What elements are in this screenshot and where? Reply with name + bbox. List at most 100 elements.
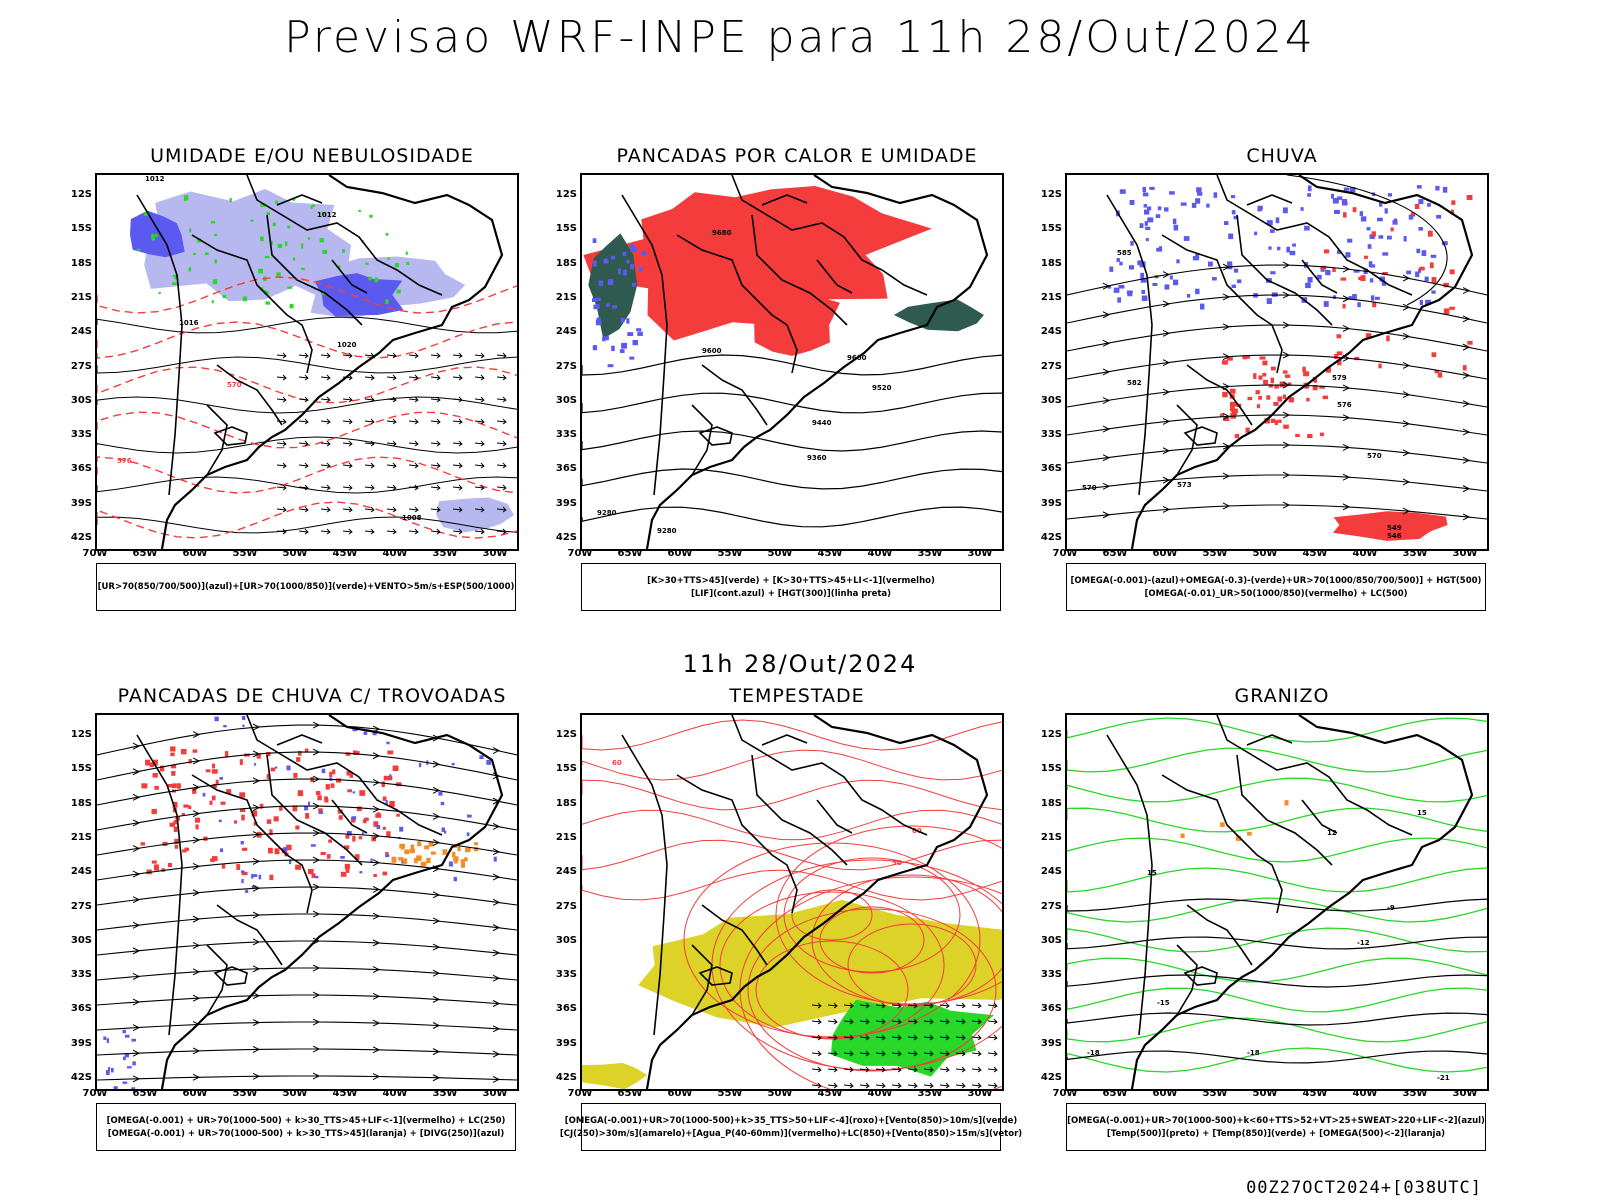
latitude-label: 27S [555, 360, 577, 372]
contour-label: 9360 [807, 454, 827, 462]
country-border [246, 715, 443, 836]
country-border [191, 234, 313, 374]
streamline-arrow [432, 995, 441, 1003]
wind-vector [843, 1066, 854, 1073]
divergence-speckle [451, 762, 455, 766]
wind-vector [474, 506, 485, 513]
thunder-area-red [269, 874, 274, 881]
streamline-arrow [1462, 371, 1471, 379]
longitude-label: 40W [382, 548, 408, 559]
geopotential-line [1067, 354, 1487, 380]
wind-vector [907, 1034, 918, 1041]
wind-vector [827, 1082, 838, 1089]
divergence-speckle [124, 1053, 130, 1058]
lifted-index-speckle [629, 356, 635, 360]
wind-vector [875, 1002, 886, 1009]
contour-label: 9440 [812, 419, 832, 427]
thunder-area-red [395, 782, 402, 787]
streamline-arrow [1282, 261, 1291, 269]
rain-area-red [1319, 385, 1326, 389]
longitude-label: 55W [1202, 1088, 1228, 1099]
country-border [1246, 734, 1293, 746]
wind-vector [827, 1018, 838, 1025]
low-humidity-speckle [260, 236, 264, 242]
lifted-index-speckle [618, 268, 622, 275]
lifted-index-speckle [629, 244, 635, 249]
rain-area-red [1325, 367, 1331, 373]
water-vapor-contour [719, 891, 945, 1039]
longitude-label: 60W [1152, 1088, 1178, 1099]
divergence-speckle [352, 728, 358, 732]
lifted-index-speckle [592, 298, 598, 303]
low-humidity-speckle [205, 252, 209, 256]
streamline-arrow [1342, 473, 1351, 481]
thunder-area-red [167, 784, 173, 788]
longitude-label: 65W [132, 548, 158, 559]
longitude-label: 55W [232, 548, 258, 559]
latitude-label: 15S [70, 763, 92, 775]
rain-area-blue [1425, 299, 1432, 306]
rain-area-red [1414, 204, 1420, 210]
thunder-area-orange [457, 846, 461, 852]
rain-area-red [1282, 394, 1287, 399]
rain-area-blue [1152, 283, 1158, 287]
low-humidity-speckle [174, 274, 179, 280]
divergence-speckle [113, 1086, 118, 1089]
divergence-speckle [467, 814, 472, 818]
divergence-speckle [493, 856, 497, 862]
pressure-dashed-line [97, 276, 517, 314]
rain-area-red [1364, 255, 1368, 259]
streamline [97, 751, 517, 781]
jet-area [582, 1062, 647, 1089]
wind-vector [364, 418, 375, 425]
streamline-arrow [132, 921, 141, 929]
thunder-area-red [315, 791, 321, 796]
low-humidity-speckle [214, 233, 218, 237]
streamline-arrow [312, 802, 321, 810]
divergence-speckle [283, 847, 288, 852]
rain-area-red [1312, 384, 1318, 391]
rain-area-blue [1141, 289, 1146, 294]
streamline-arrow [492, 1000, 501, 1007]
latitude-label: 42S [555, 1072, 577, 1083]
low-humidity-speckle [263, 290, 267, 293]
latitude-label: 27S [1040, 360, 1062, 372]
thunder-area-red [362, 819, 367, 824]
country-border [331, 259, 368, 294]
rain-area-blue [1292, 243, 1296, 247]
thunder-area-red [340, 871, 347, 877]
geopotential-line [1067, 324, 1487, 352]
streamline-arrow [432, 760, 441, 768]
map-panel: PANCADAS DE CHUVA C/ TROVOADAS 12S 15S 18S 2… [62, 685, 562, 1165]
longitude-label: 65W [617, 548, 643, 559]
rain-area-red [1229, 401, 1236, 407]
contour-label: 570 [1082, 484, 1097, 492]
rain-area-red [1273, 402, 1279, 406]
contour-label: 15 [1417, 809, 1427, 817]
rain-area-blue [1169, 275, 1173, 280]
map-frame [95, 713, 519, 1091]
divergence-speckle [106, 1038, 109, 1043]
geopotential-line [1067, 444, 1487, 464]
thunder-area-orange [417, 841, 422, 847]
low-humidity-speckle [264, 291, 269, 295]
streamline [97, 940, 517, 956]
divergence-speckle [346, 831, 352, 836]
wind-vector [408, 484, 419, 491]
contour-label: 585 [1117, 249, 1132, 257]
low-humidity-speckle [387, 257, 390, 260]
wind-vector [342, 440, 353, 447]
streamline-arrow [372, 832, 381, 840]
omega-speckle [1247, 831, 1252, 836]
low-humidity-speckle [311, 204, 315, 207]
lifted-index-speckle [598, 280, 604, 286]
wind-vector [496, 418, 507, 425]
divergence-speckle [441, 827, 445, 833]
streamline [97, 967, 517, 981]
thunder-area-orange [426, 857, 431, 864]
wind-vector [891, 1034, 902, 1041]
thunder-area-red [188, 759, 192, 764]
streamline-arrow [1102, 311, 1111, 319]
streamline-arrow [432, 891, 441, 899]
latitude-label: 39S [1040, 497, 1062, 509]
